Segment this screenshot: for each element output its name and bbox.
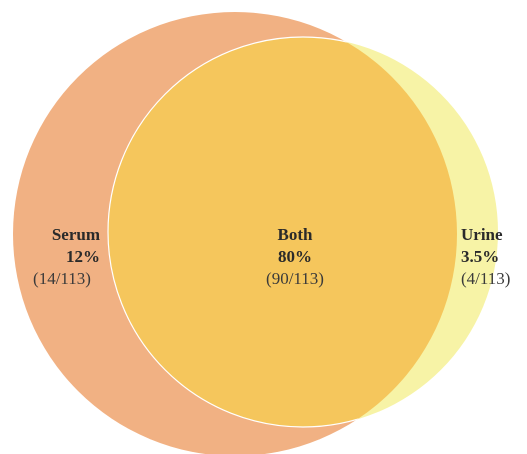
both-count: (90/113) [266,269,324,288]
both-label: Both [278,225,314,244]
overlap-region [108,37,457,427]
serum-percent: 12% [66,247,100,266]
urine-percent: 3.5% [461,247,499,266]
urine-outline [107,36,457,428]
serum-label: Serum [52,225,100,244]
both-percent: 80% [278,247,312,266]
serum-count: (14/113) [33,269,91,288]
urine-label: Urine [461,225,503,244]
urine-count: (4/113) [461,269,510,288]
